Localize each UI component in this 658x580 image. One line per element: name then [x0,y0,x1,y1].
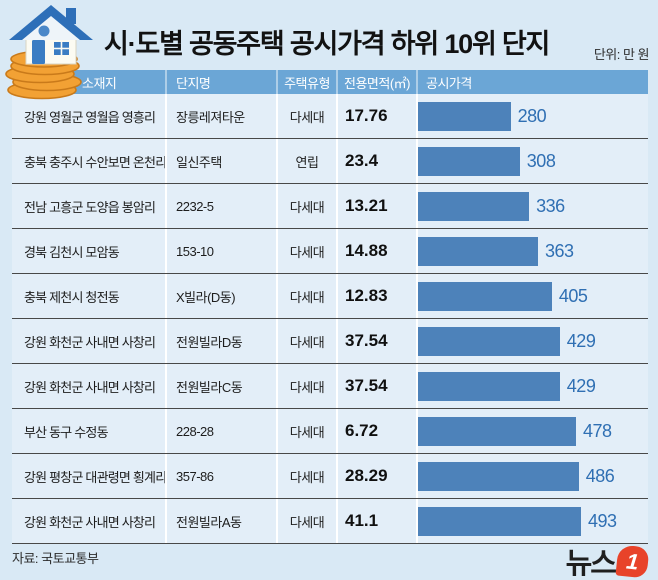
price-bar [418,506,581,536]
complex-name-cell: 2232-5 [165,184,276,228]
column-header-complex: 단지명 [165,70,276,94]
price-bar [418,191,530,221]
table-row: 충북 충주시 수안보면 온천리 일신주택 연립 23.4 308 [12,139,648,184]
column-header-area: 전용면적(㎡) [336,70,416,94]
complex-name-cell: 전원빌라D동 [165,319,276,363]
area-cell: 37.54 [336,319,416,363]
news1-logo: 뉴스 1 [565,540,650,580]
housing-type-cell: 다세대 [276,499,336,543]
table-row: 강원 화천군 사내면 사창리 전원빌라A동 다세대 41.1 493 [12,499,648,544]
price-value: 336 [536,195,565,216]
complex-name-cell: 장릉레져타운 [165,94,276,138]
price-cell: 363 [416,229,648,273]
table-header: 소재지 단지명 주택유형 전용면적(㎡) 공시가격 [65,70,648,94]
price-cell: 308 [416,139,648,183]
news1-logo-badge-icon: 1 [615,543,650,579]
area-cell: 14.88 [336,229,416,273]
area-cell: 13.21 [336,184,416,228]
price-bar [418,281,552,311]
price-value: 429 [566,375,596,396]
table-body: 강원 영월군 영월읍 영흥리 장릉레져타운 다세대 17.76 280 충북 충… [12,94,648,544]
area-cell: 17.76 [336,94,416,138]
table-row: 부산 동구 수정동 228-28 다세대 6.72 478 [12,409,648,454]
table-row: 전남 고흥군 도양읍 봉암리 2232-5 다세대 13.21 336 [12,184,648,229]
price-cell: 336 [416,184,648,228]
location-cell: 경북 김천시 모암동 [24,244,120,260]
price-bar [418,461,579,491]
area-cell: 41.1 [336,499,416,543]
price-bar [418,416,576,446]
housing-type-cell: 다세대 [276,364,336,408]
price-cell: 405 [416,274,648,318]
location-cell: 강원 화천군 사내면 사창리 [24,379,156,395]
complex-name-cell: 153-10 [165,229,276,273]
location-cell: 부산 동구 수정동 [24,424,109,440]
price-value: 280 [517,105,547,126]
table-row: 강원 영월군 영월읍 영흥리 장릉레져타운 다세대 17.76 280 [12,94,648,139]
source-note: 자료: 국토교통부 [12,551,99,566]
price-bar [418,326,560,356]
area-cell: 23.4 [336,139,416,183]
location-cell: 강원 영월군 영월읍 영흥리 [24,109,156,125]
location-cell: 전남 고흥군 도양읍 봉암리 [24,199,156,215]
table-row: 강원 화천군 사내면 사창리 전원빌라D동 다세대 37.54 429 [12,319,648,364]
column-header-type: 주택유형 [276,70,336,94]
table-row: 경북 김천시 모암동 153-10 다세대 14.88 363 [12,229,648,274]
price-value: 308 [526,150,556,171]
location-cell: 강원 평창군 대관령면 횡계리 [24,469,167,485]
housing-type-cell: 다세대 [276,184,336,228]
complex-name-cell: 전원빌라C동 [165,364,276,408]
location-cell: 충북 제천시 청전동 [24,289,120,305]
price-value: 429 [566,330,596,351]
column-header-price: 공시가격 [416,70,648,94]
housing-type-cell: 다세대 [276,229,336,273]
location-cell: 강원 화천군 사내면 사창리 [24,334,156,350]
price-value: 486 [585,465,615,486]
price-cell: 478 [416,409,648,453]
price-bar [418,101,511,131]
price-bar [418,236,538,266]
price-cell: 429 [416,364,648,408]
area-cell: 28.29 [336,454,416,498]
complex-name-cell: 전원빌라A동 [165,499,276,543]
table-row: 충북 제천시 청전동 X빌라(D동) 다세대 12.83 405 [12,274,648,319]
complex-name-cell: 일신주택 [165,139,276,183]
area-cell: 12.83 [336,274,416,318]
unit-label: 단위: 만 원 [593,47,650,62]
housing-type-cell: 연립 [276,139,336,183]
news1-logo-text: 뉴스 [565,548,617,580]
area-cell: 6.72 [336,409,416,453]
housing-type-cell: 다세대 [276,319,336,363]
house-on-coins-icon [5,5,93,100]
housing-type-cell: 다세대 [276,274,336,318]
price-cell: 280 [416,94,648,138]
price-cell: 429 [416,319,648,363]
page-title: 시·도별 공동주택 공시가격 하위 10위 단지 [104,29,550,59]
complex-name-cell: 228-28 [165,409,276,453]
area-cell: 37.54 [336,364,416,408]
price-value: 493 [588,510,617,531]
table-row: 강원 화천군 사내면 사창리 전원빌라C동 다세대 37.54 429 [12,364,648,409]
table-row: 강원 평창군 대관령면 횡계리 357-86 다세대 28.29 486 [12,454,648,499]
price-value: 405 [558,285,588,306]
location-cell: 강원 화천군 사내면 사창리 [24,514,156,530]
complex-name-cell: X빌라(D동) [165,274,276,318]
housing-type-cell: 다세대 [276,454,336,498]
price-cell: 493 [416,499,648,543]
price-bar [418,146,520,176]
price-value: 363 [545,240,574,261]
complex-name-cell: 357-86 [165,454,276,498]
price-value: 478 [583,420,612,441]
location-cell: 충북 충주시 수안보면 온천리 [24,154,167,170]
price-cell: 486 [416,454,648,498]
price-bar [418,371,560,401]
column-header-location: 소재지 [82,75,117,91]
housing-type-cell: 다세대 [276,409,336,453]
housing-type-cell: 다세대 [276,94,336,138]
